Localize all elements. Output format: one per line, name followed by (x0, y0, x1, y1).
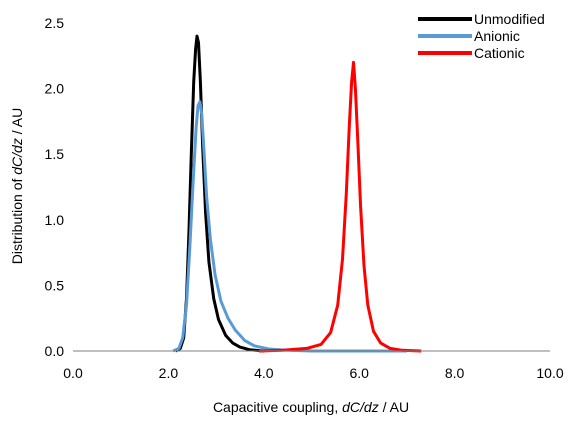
series-line-anionic (172, 100, 407, 353)
y-tick-label: 0.5 (45, 277, 65, 293)
y-tick-label: 2.5 (45, 15, 65, 31)
x-tick-label: 0.0 (63, 365, 83, 381)
legend-label-unmodified: Unmodified (474, 11, 545, 27)
series-layer (172, 34, 422, 353)
y-tick-label: 2.0 (45, 81, 65, 97)
legend-label-cationic: Cationic (474, 45, 525, 61)
y-tick-label: 1.0 (45, 212, 65, 228)
x-tick-label: 10.0 (536, 365, 563, 381)
y-axis-title: Distribution of dC/dz / AU (9, 108, 25, 264)
series-line-cationic (258, 60, 422, 353)
y-tick-labels: 0.0 0.5 1.0 1.5 2.0 2.5 (45, 15, 65, 359)
x-tick-label: 8.0 (445, 365, 465, 381)
series-line-unmodified (174, 34, 264, 353)
x-tick-label: 2.0 (159, 365, 179, 381)
x-tick-label: 6.0 (349, 365, 369, 381)
x-tick-label: 4.0 (254, 365, 274, 381)
legend-label-anionic: Anionic (474, 28, 520, 44)
y-tick-label: 1.5 (45, 146, 65, 162)
x-axis-title: Capacitive coupling, dC/dz / AU (213, 399, 409, 415)
x-tick-labels: 0.0 2.0 4.0 6.0 8.0 10.0 (63, 365, 564, 381)
y-tick-label: 0.0 (45, 343, 65, 359)
